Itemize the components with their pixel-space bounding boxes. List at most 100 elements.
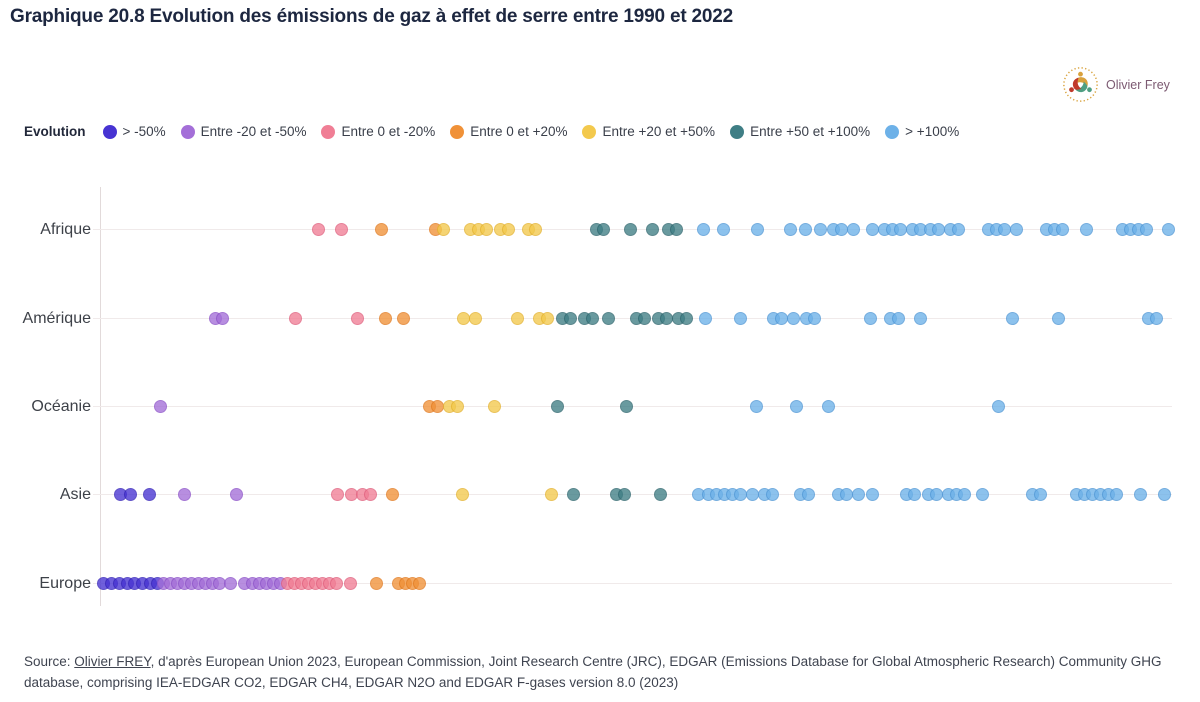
data-point[interactable] [311, 222, 325, 236]
data-point[interactable] [479, 222, 493, 236]
data-point[interactable] [846, 222, 860, 236]
data-point[interactable] [456, 311, 470, 325]
source-author-link[interactable]: Olivier FREY [74, 654, 151, 669]
data-point[interactable] [1009, 222, 1023, 236]
data-point[interactable] [679, 311, 693, 325]
data-point[interactable] [645, 222, 659, 236]
data-point[interactable] [807, 311, 821, 325]
data-point[interactable] [865, 222, 879, 236]
data-point[interactable] [343, 576, 357, 590]
data-point[interactable] [669, 222, 683, 236]
data-point[interactable] [363, 487, 377, 501]
data-point[interactable] [501, 222, 515, 236]
data-point[interactable] [783, 222, 797, 236]
data-point[interactable] [637, 311, 651, 325]
data-point[interactable] [288, 311, 302, 325]
data-point[interactable] [1005, 311, 1019, 325]
data-point[interactable] [801, 487, 815, 501]
data-point[interactable] [215, 311, 229, 325]
data-point[interactable] [123, 487, 137, 501]
data-point[interactable] [563, 311, 577, 325]
data-point[interactable] [813, 222, 827, 236]
data-point[interactable] [601, 311, 615, 325]
data-point[interactable] [931, 222, 945, 236]
data-point[interactable] [1157, 487, 1171, 501]
data-point[interactable] [957, 487, 971, 501]
data-point[interactable] [733, 487, 747, 501]
data-point[interactable] [1055, 222, 1069, 236]
data-point[interactable] [893, 222, 907, 236]
data-point[interactable] [1051, 311, 1065, 325]
data-point[interactable] [329, 576, 343, 590]
data-point[interactable] [975, 487, 989, 501]
data-point[interactable] [1161, 222, 1175, 236]
data-point[interactable] [153, 399, 167, 413]
data-point[interactable] [487, 399, 501, 413]
data-point[interactable] [450, 399, 464, 413]
data-point[interactable] [798, 222, 812, 236]
data-point[interactable] [566, 487, 580, 501]
data-point[interactable] [991, 399, 1005, 413]
data-point[interactable] [907, 487, 921, 501]
data-point[interactable] [468, 311, 482, 325]
data-point[interactable] [698, 311, 712, 325]
data-point[interactable] [550, 399, 564, 413]
data-point[interactable] [745, 487, 759, 501]
data-point[interactable] [750, 222, 764, 236]
data-point[interactable] [223, 576, 237, 590]
data-point[interactable] [528, 222, 542, 236]
data-point[interactable] [765, 487, 779, 501]
data-point[interactable] [749, 399, 763, 413]
data-point[interactable] [177, 487, 191, 501]
data-point[interactable] [733, 311, 747, 325]
data-point[interactable] [510, 311, 524, 325]
data-point[interactable] [540, 311, 554, 325]
data-point[interactable] [951, 222, 965, 236]
data-point[interactable] [585, 311, 599, 325]
data-point[interactable] [891, 311, 905, 325]
data-point[interactable] [436, 222, 450, 236]
data-point[interactable] [619, 399, 633, 413]
data-point[interactable] [774, 311, 788, 325]
data-point[interactable] [929, 487, 943, 501]
data-point[interactable] [1149, 311, 1163, 325]
author-logo-link[interactable]: Olivier Frey [1062, 66, 1170, 103]
data-point[interactable] [623, 222, 637, 236]
data-point[interactable] [716, 222, 730, 236]
data-point[interactable] [865, 487, 879, 501]
data-point[interactable] [1079, 222, 1093, 236]
data-point[interactable] [142, 487, 156, 501]
data-point[interactable] [659, 311, 673, 325]
data-point[interactable] [786, 311, 800, 325]
data-point[interactable] [1109, 487, 1123, 501]
data-point[interactable] [412, 576, 426, 590]
data-point[interactable] [834, 222, 848, 236]
data-point[interactable] [596, 222, 610, 236]
data-point[interactable] [334, 222, 348, 236]
data-point[interactable] [369, 576, 383, 590]
data-point[interactable] [617, 487, 631, 501]
data-point[interactable] [229, 487, 243, 501]
data-point[interactable] [350, 311, 364, 325]
data-point[interactable] [1133, 487, 1147, 501]
data-point[interactable] [430, 399, 444, 413]
data-point[interactable] [789, 399, 803, 413]
data-point[interactable] [544, 487, 558, 501]
data-point[interactable] [997, 222, 1011, 236]
data-point[interactable] [374, 222, 388, 236]
data-point[interactable] [696, 222, 710, 236]
data-point[interactable] [330, 487, 344, 501]
data-point[interactable] [396, 311, 410, 325]
data-point[interactable] [913, 311, 927, 325]
data-point[interactable] [1033, 487, 1047, 501]
data-point[interactable] [653, 487, 667, 501]
data-point[interactable] [385, 487, 399, 501]
data-point[interactable] [821, 399, 835, 413]
data-point[interactable] [378, 311, 392, 325]
data-point[interactable] [1139, 222, 1153, 236]
data-point[interactable] [839, 487, 853, 501]
data-point[interactable] [455, 487, 469, 501]
legend-item-2: Entre 0 et -20% [321, 124, 435, 139]
data-point[interactable] [863, 311, 877, 325]
data-point[interactable] [851, 487, 865, 501]
